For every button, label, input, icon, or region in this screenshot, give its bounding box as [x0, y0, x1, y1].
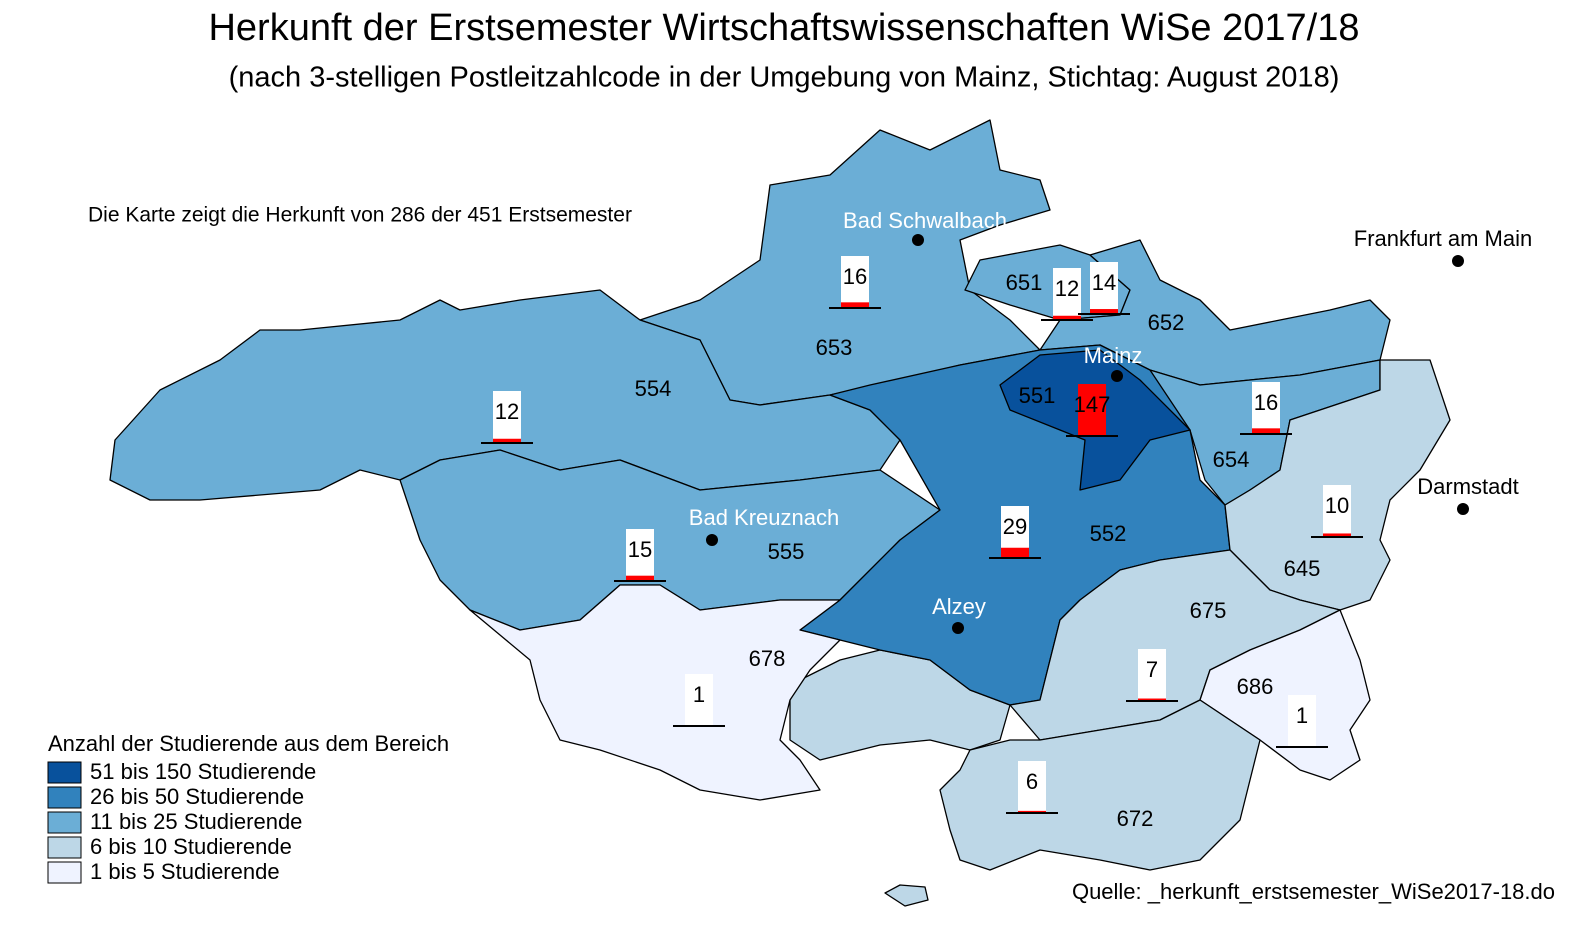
bar-box	[1053, 268, 1081, 320]
region-code: 554	[635, 376, 672, 401]
city-label: Bad Kreuznach	[689, 505, 839, 530]
city-dot	[706, 534, 718, 546]
count-label: 1	[693, 682, 705, 707]
count-label: 7	[1146, 657, 1158, 682]
count-label: 16	[1254, 390, 1278, 415]
count-bar	[626, 575, 654, 581]
count-label: 12	[1055, 276, 1079, 301]
bar-box	[1018, 761, 1046, 813]
region-code: 686	[1237, 674, 1274, 699]
region-code: 678	[749, 646, 786, 671]
region	[469, 584, 841, 801]
count-label: 15	[628, 537, 652, 562]
count-label: 29	[1003, 514, 1027, 539]
bar-box	[626, 529, 654, 581]
legend-swatch	[47, 786, 82, 809]
region-code: 651	[1006, 270, 1043, 295]
legend-label: 26 bis 50 Studierende	[90, 784, 304, 809]
legend-label: 1 bis 5 Studierende	[90, 859, 280, 884]
city-label: Frankfurt am Main	[1354, 226, 1533, 251]
map-subtitle: (nach 3-stelligen Postleitzahlcode in de…	[229, 62, 1340, 94]
count-label: 12	[495, 399, 519, 424]
region-code: 653	[816, 335, 853, 360]
count-label: 147	[1074, 392, 1111, 417]
region-code: 555	[768, 539, 805, 564]
count-bar	[1078, 384, 1106, 436]
region-code: 654	[1213, 447, 1250, 472]
city-label: Mainz	[1084, 343, 1143, 368]
legend-label: 11 bis 25 Studierende	[90, 809, 302, 834]
count-label: 6	[1026, 769, 1038, 794]
count-bar	[1090, 309, 1118, 314]
legend-swatch	[47, 861, 82, 884]
count-label: 16	[843, 264, 867, 289]
legend-swatch	[47, 761, 82, 784]
bar-box	[1288, 695, 1316, 747]
count-bar	[493, 438, 521, 443]
map-title: Herkunft der Erstsemester Wirtschaftswis…	[208, 7, 1359, 49]
bar-box	[493, 391, 521, 443]
city-label: Darmstadt	[1417, 474, 1518, 499]
count-bar	[1252, 428, 1280, 434]
city-label: Alzey	[932, 594, 986, 619]
legend-label: 51 bis 150 Studierende	[90, 759, 316, 784]
bar-box	[1138, 649, 1166, 701]
source: Quelle: _herkunft_erstsemester_WiSe2017-…	[1072, 879, 1555, 904]
bar-box	[841, 256, 869, 308]
count-bar	[1323, 533, 1351, 537]
legend-label: 6 bis 10 Studierende	[90, 834, 292, 859]
legend-title: Anzahl der Studierende aus dem Bereich	[48, 731, 449, 756]
region-code: 652	[1148, 310, 1185, 335]
bar-box	[1323, 485, 1351, 537]
region-code: 552	[1090, 521, 1127, 546]
city-dot	[1111, 370, 1123, 382]
count-label: 14	[1092, 270, 1116, 295]
city-label: Bad Schwalbach	[843, 208, 1007, 233]
bar-box	[1252, 382, 1280, 434]
count-label: 1	[1296, 703, 1308, 728]
island	[884, 884, 929, 907]
city-dot	[1457, 503, 1469, 515]
city-dot	[1452, 255, 1464, 267]
legend-swatch	[47, 811, 82, 834]
bar-box	[685, 674, 713, 726]
count-label: 10	[1325, 493, 1349, 518]
region	[939, 699, 1261, 871]
city-dot	[912, 234, 924, 246]
region-code: 645	[1284, 556, 1321, 581]
count-bar	[1001, 547, 1029, 558]
count-bar	[841, 302, 869, 308]
count-bar	[1018, 810, 1046, 813]
region-code: 672	[1117, 806, 1154, 831]
count-bar	[1053, 315, 1081, 320]
note: Die Karte zeigt die Herkunft von 286 der…	[88, 204, 632, 227]
count-bar	[1138, 698, 1166, 701]
city-dot	[952, 622, 964, 634]
bar-box	[1090, 262, 1118, 314]
legend-swatch	[47, 836, 82, 859]
region-code: 551	[1019, 383, 1056, 408]
region-code: 675	[1190, 598, 1227, 623]
